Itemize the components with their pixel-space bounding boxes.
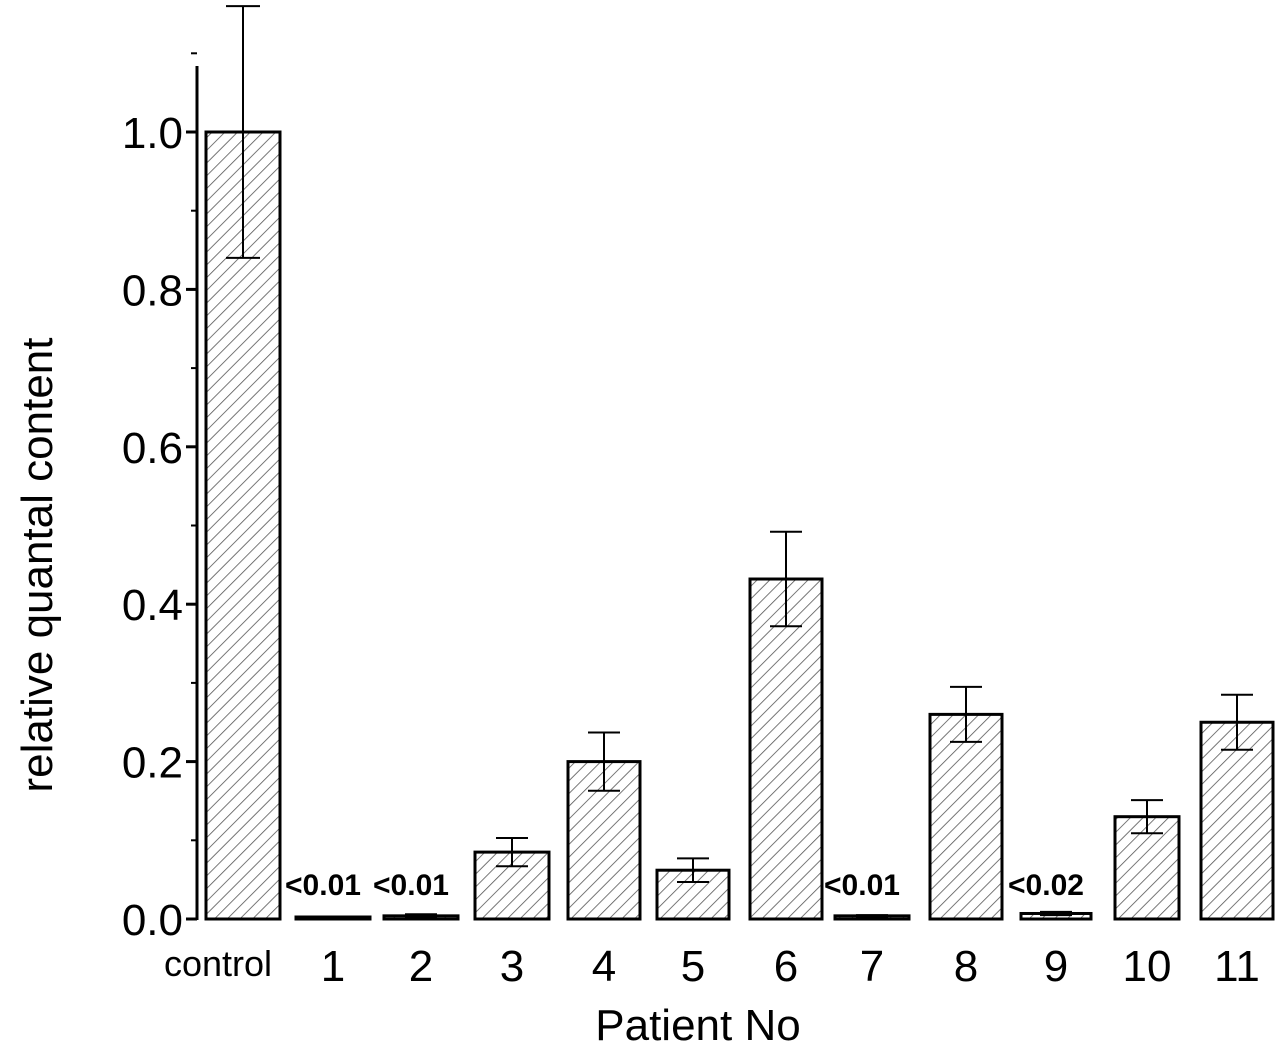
x-tick-labels: control 1 2 3 4 5 6 7 8 9 10 11 [164,942,1260,991]
y-tick-label: 0.6 [122,424,183,473]
y-tick-label: 1.0 [122,109,183,158]
value-annotation: <0.02 [1008,869,1084,902]
y-tick-label: 0.2 [122,739,183,788]
x-tick-label: 7 [860,942,884,991]
y-tick-label: 0.4 [122,581,183,630]
x-tick-label: control [164,943,272,984]
bar [204,130,282,921]
x-tick-label: 5 [681,942,705,991]
value-annotations: <0.01 <0.01 <0.01 <0.02 [285,869,1084,902]
value-annotation: <0.01 [373,869,449,902]
x-tick-label: 6 [774,942,798,991]
x-tick-label: 4 [592,942,616,991]
y-tick-label: 0.0 [122,896,183,945]
x-tick-label: 2 [409,942,433,991]
x-tick-label: 9 [1044,942,1068,991]
y-tick-label: 0.8 [122,266,183,315]
x-tick-label: 8 [954,942,978,991]
bar [294,915,372,921]
error-bars [226,5,1253,919]
x-tick-label: 3 [500,942,524,991]
bar [1199,720,1275,921]
x-tick-label: 11 [1214,942,1260,991]
x-tick-label: 10 [1123,942,1172,991]
bar [748,577,824,921]
bars [204,130,1275,921]
value-annotation: <0.01 [824,869,900,902]
x-axis-title: Patient No [595,1001,800,1050]
x-tick-label: 1 [321,942,345,991]
y-axis: 0.0 0.2 0.4 0.6 0.8 1.0 [122,52,199,945]
y-axis-title: relative quantal content [13,338,62,793]
value-annotation: <0.01 [285,869,361,902]
bar [928,712,1004,921]
